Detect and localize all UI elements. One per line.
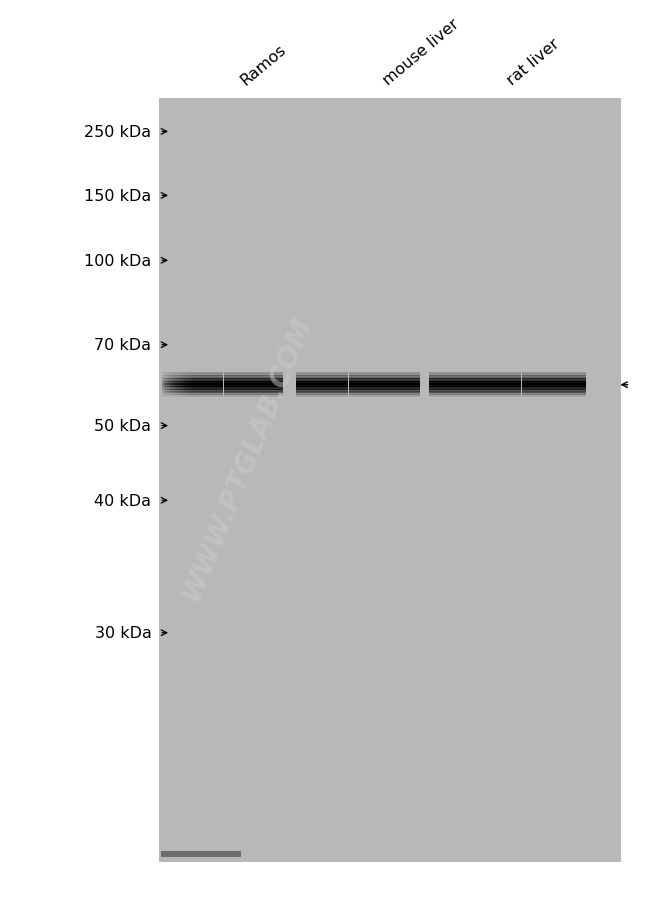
Text: rat liver: rat liver xyxy=(504,36,562,87)
Bar xyxy=(161,851,240,857)
Bar xyxy=(159,98,621,862)
Text: 30 kDa: 30 kDa xyxy=(95,625,151,640)
Text: mouse liver: mouse liver xyxy=(380,16,462,87)
Text: 40 kDa: 40 kDa xyxy=(94,493,151,508)
Text: 250 kDa: 250 kDa xyxy=(84,124,151,140)
Text: 100 kDa: 100 kDa xyxy=(84,253,151,269)
Text: 150 kDa: 150 kDa xyxy=(84,189,151,204)
Text: 70 kDa: 70 kDa xyxy=(94,338,151,353)
Text: 50 kDa: 50 kDa xyxy=(94,419,151,434)
Text: Ramos: Ramos xyxy=(237,41,289,87)
Text: WWW.PTGLAB.COM: WWW.PTGLAB.COM xyxy=(177,312,317,604)
